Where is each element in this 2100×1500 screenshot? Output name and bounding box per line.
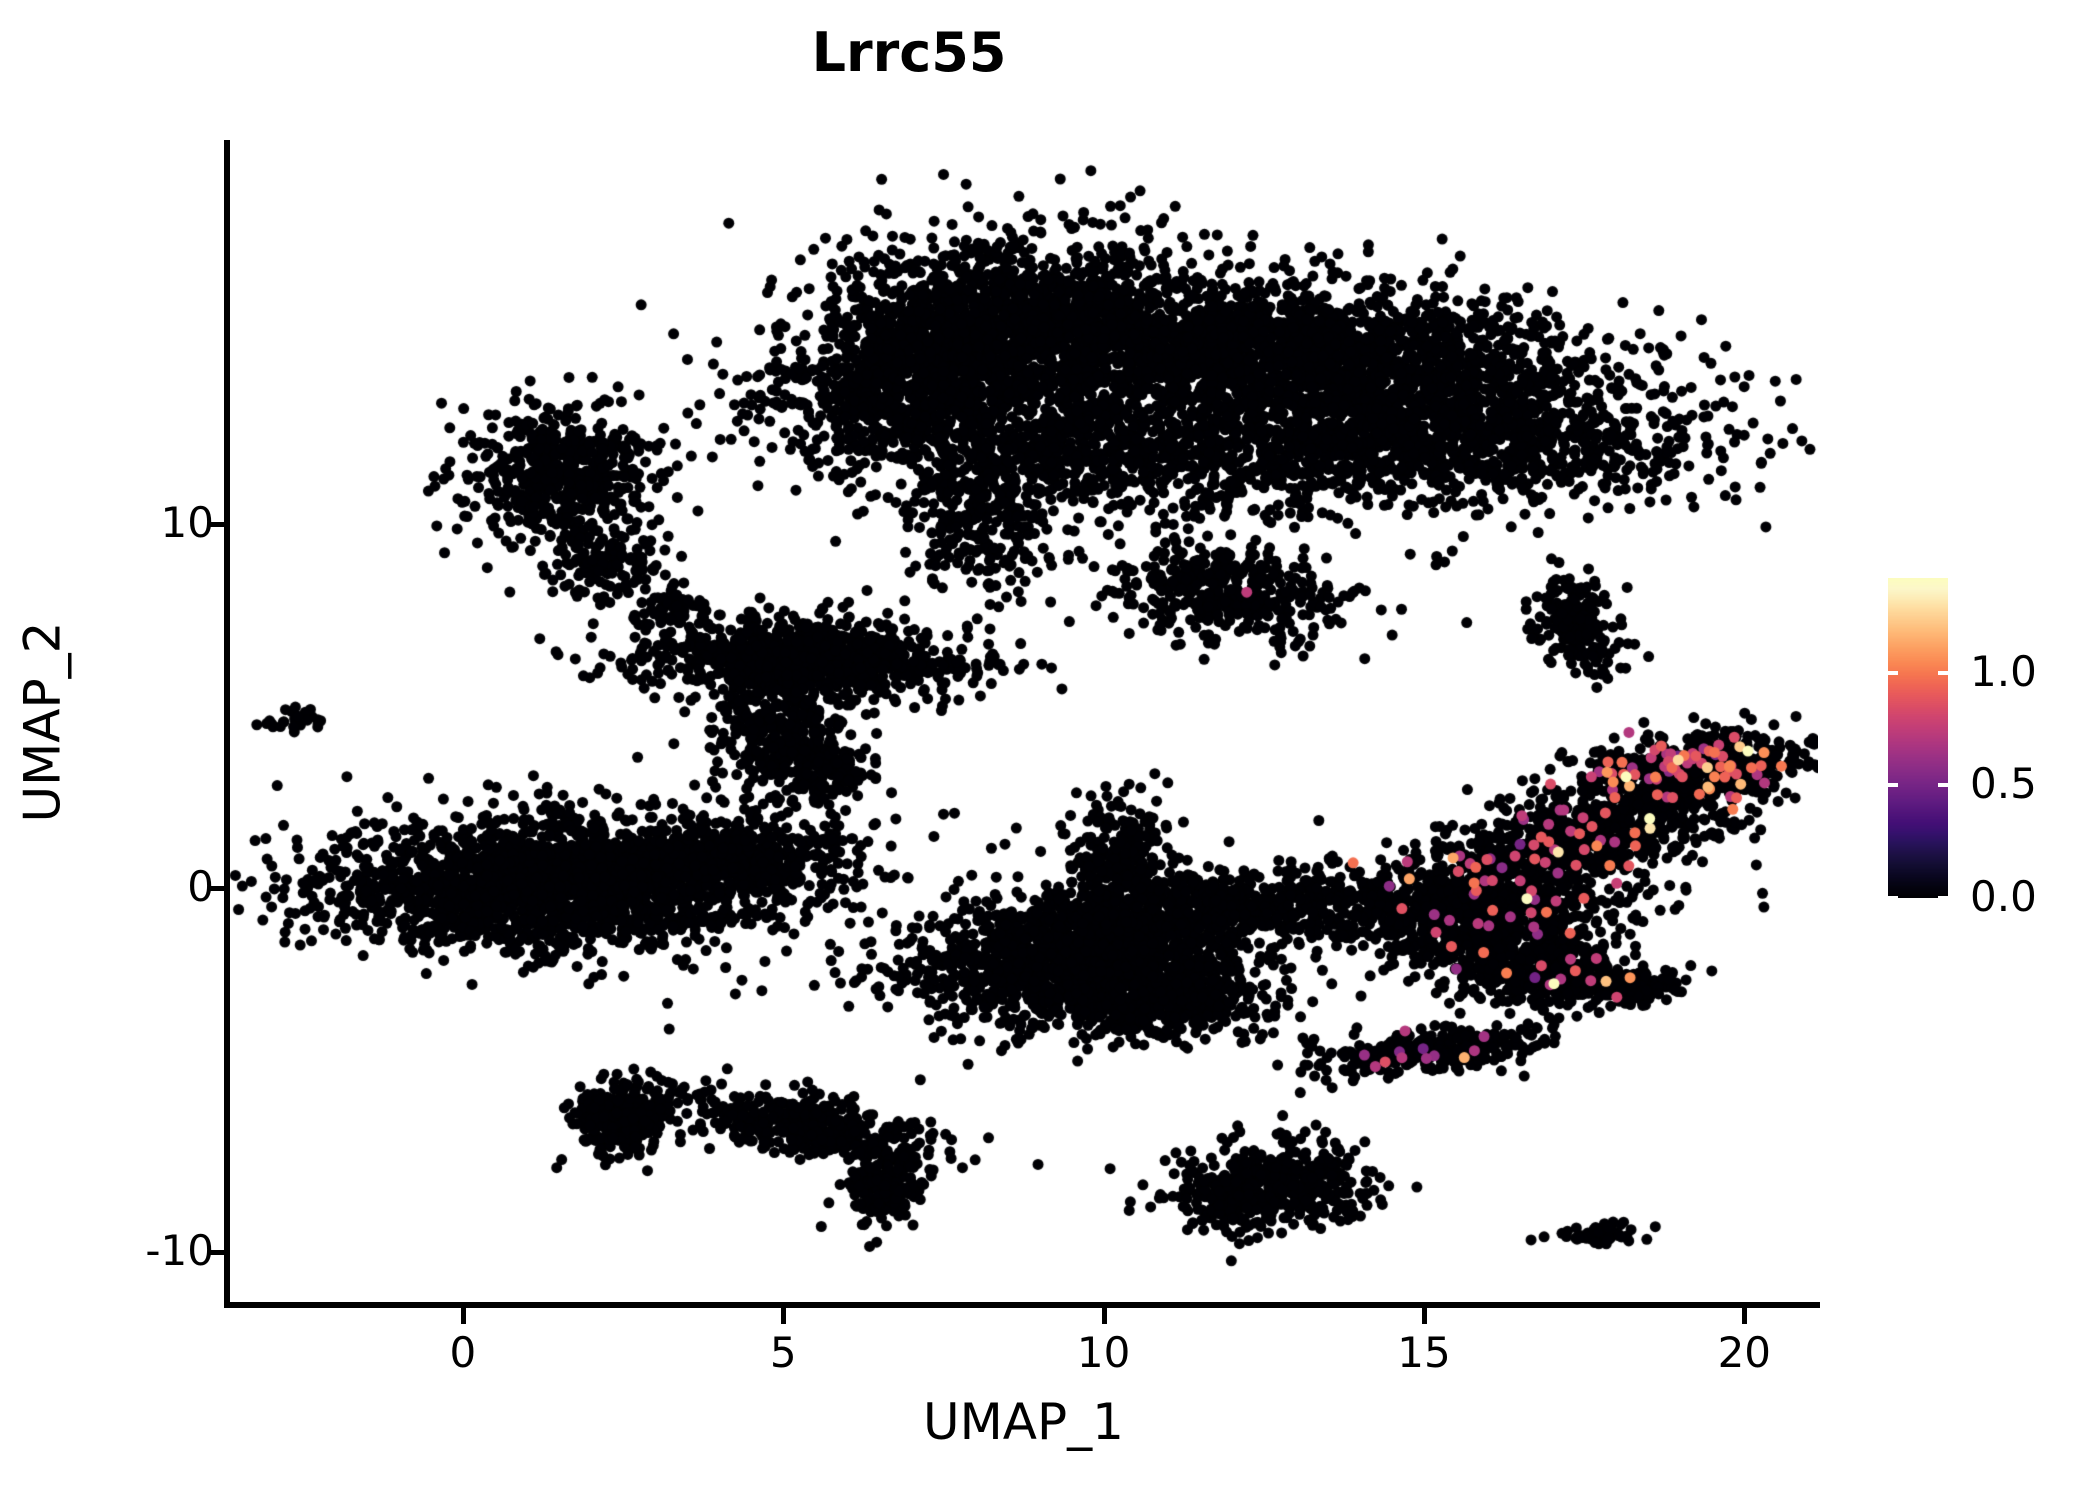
page-title: Lrrc55 xyxy=(811,21,1007,84)
x-axis-label: UMAP_1 xyxy=(923,1393,1124,1451)
y-tick-mark xyxy=(208,522,225,528)
colorbar-tick-label: 0.0 xyxy=(1970,872,2037,921)
x-tick-mark xyxy=(1421,1307,1427,1324)
x-tick-mark xyxy=(460,1307,466,1324)
y-tick-label: 0 xyxy=(187,862,214,912)
colorbar-tick-mark xyxy=(1938,783,1948,788)
x-tick-mark xyxy=(1101,1307,1107,1324)
colorbar-tick-mark xyxy=(1938,670,1948,675)
colorbar-tick-mark xyxy=(1888,670,1898,675)
y-tick-mark xyxy=(208,1250,225,1256)
y-tick-mark xyxy=(208,886,225,892)
colorbar-tick-mark xyxy=(1938,896,1948,900)
y-tick-label: -10 xyxy=(145,1226,214,1276)
y-axis-label: UMAP_2 xyxy=(13,621,72,823)
x-axis-spine xyxy=(224,1302,1820,1308)
x-tick-label: 10 xyxy=(1076,1328,1131,1377)
x-tick-mark xyxy=(781,1307,787,1324)
x-tick-label: 20 xyxy=(1717,1328,1772,1377)
colorbar-tick-label: 1.0 xyxy=(1970,646,2037,696)
y-axis-spine xyxy=(224,140,230,1308)
colorbar-tick-mark xyxy=(1888,783,1898,788)
scatter-points-canvas xyxy=(229,140,1818,1305)
colorbar-gradient xyxy=(1888,578,1948,898)
colorbar-tick-label: 0.5 xyxy=(1970,759,2037,809)
y-tick-label: 10 xyxy=(160,498,214,548)
x-tick-label: 5 xyxy=(769,1328,797,1377)
plot-area xyxy=(229,140,1818,1305)
colorbar-tick-mark xyxy=(1888,896,1898,900)
x-tick-label: 15 xyxy=(1397,1328,1451,1377)
x-tick-mark xyxy=(1742,1307,1748,1324)
colorbar xyxy=(1888,578,1948,900)
x-tick-label: 0 xyxy=(449,1328,477,1377)
